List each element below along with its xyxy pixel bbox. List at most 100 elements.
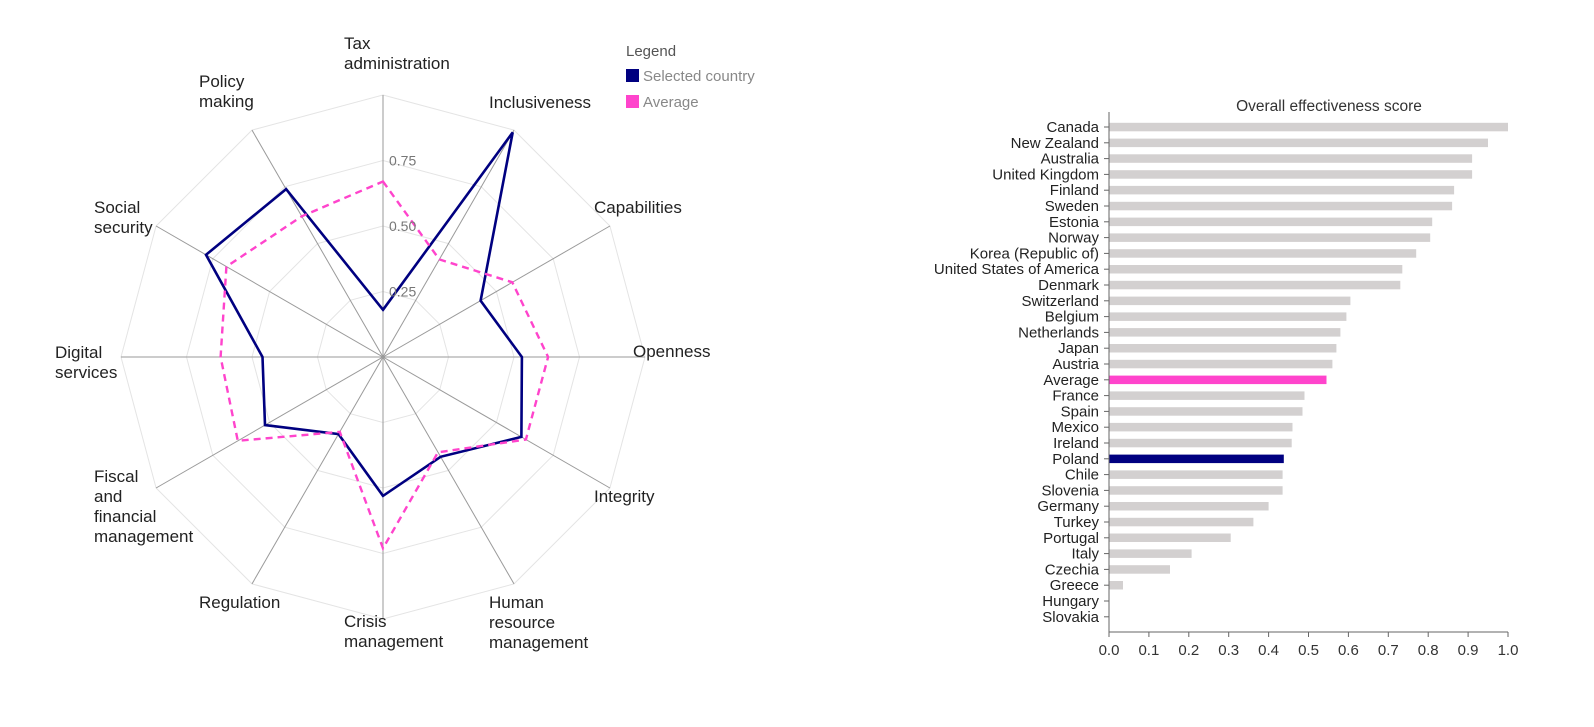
legend-item-label: Average (643, 94, 699, 111)
bar (1109, 581, 1123, 590)
bar-category-label: Belgium (1045, 309, 1099, 326)
bar-category-label: Mexico (1051, 419, 1099, 436)
x-tick-label: 0.1 (1138, 642, 1159, 659)
radar-spoke (382, 356, 515, 585)
bar-category-label: Sweden (1045, 198, 1099, 215)
radar-axis-label-line: Openness (633, 342, 711, 361)
bar-category-label: Poland (1052, 451, 1099, 468)
bar-category-label: Greece (1050, 577, 1099, 594)
radar-chart: 0.25 0.50 0.75 Tax administration Inclusivene… (55, 34, 755, 652)
radar-ring-tick: 0.25 (389, 284, 416, 300)
radar-spoke (382, 356, 611, 489)
bar-category-label: Germany (1037, 498, 1099, 515)
bar-category-label: Denmark (1038, 277, 1099, 294)
bar-category-label: Estonia (1049, 214, 1100, 231)
radar-axis-label-line: making (199, 92, 254, 111)
bar (1109, 344, 1337, 353)
bar-category-label: Finland (1050, 182, 1099, 199)
bar (1109, 359, 1333, 369)
bar (1109, 312, 1347, 321)
radar-axis-label: Social security (94, 198, 153, 237)
bar (1109, 375, 1327, 385)
bar (1109, 154, 1473, 163)
radar-axis-label-line: financial (94, 507, 156, 526)
legend-title: Legend (626, 43, 676, 60)
x-tick-label: 0.7 (1378, 642, 1399, 659)
radar-axis-label: Policy making (199, 72, 254, 111)
bar (1109, 486, 1283, 495)
bar (1109, 201, 1453, 211)
bar (1109, 517, 1254, 527)
bar (1109, 391, 1305, 400)
x-tick-label: 0.8 (1418, 642, 1439, 659)
legend-swatch (626, 69, 639, 82)
bar (1109, 565, 1170, 574)
x-tick-label: 0.2 (1178, 642, 1199, 659)
radar-axis-label: Tax administration (344, 34, 450, 73)
radar-ring-tick: 0.75 (389, 153, 416, 169)
x-tick-label: 0.3 (1218, 642, 1239, 659)
radar-axis-label-line: Capabilities (594, 198, 682, 217)
x-tick-label: 0.9 (1458, 642, 1479, 659)
radar-axis-label-line: Inclusiveness (489, 93, 591, 112)
radar-axis-label: Openness (633, 342, 711, 361)
bar-category-label: Spain (1061, 403, 1099, 420)
radar-axis-label-line: Fiscal (94, 467, 138, 486)
bar-category-label: Slovakia (1042, 609, 1099, 626)
radar-axis-label-line: Crisis (344, 612, 387, 631)
bar-category-label: Chile (1065, 467, 1099, 484)
radar-axis-label-line: and (94, 487, 122, 506)
radar-axis-label-line: administration (344, 54, 450, 73)
radar-axis-label-line: Policy (199, 72, 245, 91)
radar-axis-label: Human resource management (489, 593, 589, 652)
x-tick-label: 0.4 (1258, 642, 1279, 659)
radar-axis-label-line: Regulation (199, 593, 280, 612)
radar-axis-label-line: security (94, 218, 153, 237)
bar-category-label: Average (1043, 372, 1099, 389)
bar (1109, 533, 1231, 542)
radar-axis-label-line: Human (489, 593, 544, 612)
legend-item-label: Selected country (643, 68, 755, 85)
bar (1109, 233, 1431, 242)
radar-ring-tick: 0.50 (389, 218, 416, 234)
bar (1109, 328, 1341, 337)
radar-series-average (219, 180, 550, 552)
bar-chart-title: Overall effectiveness score (1236, 98, 1422, 115)
radar-axis-label: Fiscal and financial management (94, 467, 194, 546)
bar (1109, 217, 1433, 227)
bar (1109, 265, 1403, 274)
radar-spoke (155, 225, 384, 358)
radar-axis-label: Capabilities (594, 198, 682, 217)
radar-axis-label-line: Digital (55, 343, 102, 362)
radar-spoke (382, 129, 515, 358)
bar (1109, 438, 1292, 448)
bar (1109, 502, 1269, 511)
bar (1109, 296, 1351, 306)
radar-axis-label: Inclusiveness (489, 93, 591, 112)
bar-category-label: Netherlands (1018, 324, 1099, 341)
bar-category-label: Canada (1046, 119, 1099, 136)
bar (1109, 170, 1473, 179)
bar (1109, 549, 1192, 558)
radar-axis-label-line: management (94, 527, 194, 546)
bar (1109, 470, 1283, 479)
bar (1109, 249, 1417, 258)
bar-category-label: Portugal (1043, 530, 1099, 547)
bar-category-label: New Zealand (1011, 135, 1099, 152)
bar-category-label: Ireland (1053, 435, 1099, 452)
radar-spoke (382, 225, 611, 358)
bar-category-label: Czechia (1045, 561, 1100, 578)
bar (1109, 122, 1508, 132)
bar (1109, 185, 1455, 195)
radar-axis-label: Digital services (55, 343, 117, 382)
bar (1109, 454, 1284, 464)
radar-axis-label: Crisis management (344, 612, 444, 651)
x-tick-label: 0.0 (1099, 642, 1120, 659)
radar-axis-label-line: services (55, 363, 117, 382)
x-tick-label: 0.6 (1338, 642, 1359, 659)
radar-axis-label-line: Social (94, 198, 140, 217)
radar-series-selected-country (204, 131, 524, 498)
bar-category-label: Australia (1041, 151, 1100, 168)
radar-axis-label-line: Integrity (594, 487, 655, 506)
radar-spoke (251, 356, 384, 585)
